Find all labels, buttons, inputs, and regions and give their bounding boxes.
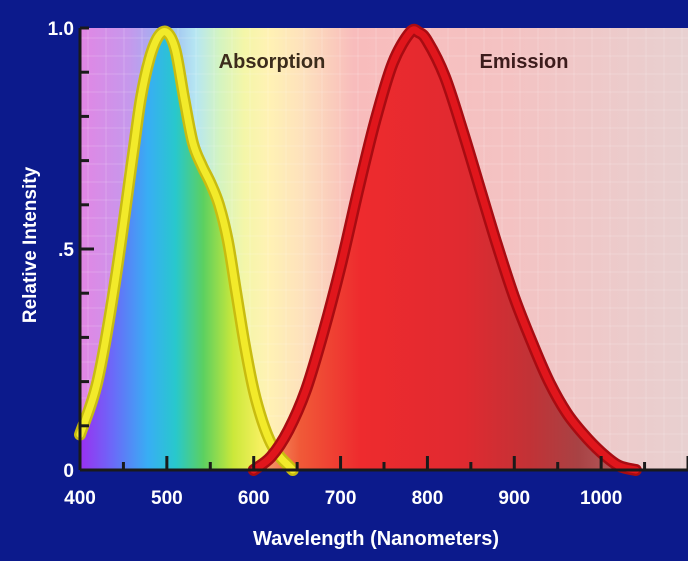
x-tick-label: 1000 bbox=[580, 488, 622, 509]
x-tick-label: 700 bbox=[325, 488, 357, 509]
x-tick-label: 400 bbox=[64, 488, 96, 509]
emission-area bbox=[253, 29, 636, 471]
x-tick-label: 800 bbox=[412, 488, 444, 509]
y-tick-label: 0 bbox=[63, 461, 74, 482]
x-tick-label: 900 bbox=[498, 488, 530, 509]
absorption-line bbox=[76, 28, 297, 474]
emission-line bbox=[250, 26, 640, 474]
x-tick-label: 600 bbox=[238, 488, 270, 509]
x-axis-label: Wavelength (Nanometers) bbox=[253, 528, 499, 550]
y-tick-label: 1.0 bbox=[48, 19, 74, 40]
x-tick-label: 500 bbox=[151, 488, 183, 509]
series-label-emission: Emission bbox=[480, 51, 569, 73]
absorption-area bbox=[80, 31, 293, 471]
series-label-absorption: Absorption bbox=[219, 51, 326, 73]
y-tick-label: .5 bbox=[58, 240, 74, 261]
y-axis-label: Relative Intensity bbox=[20, 166, 41, 323]
